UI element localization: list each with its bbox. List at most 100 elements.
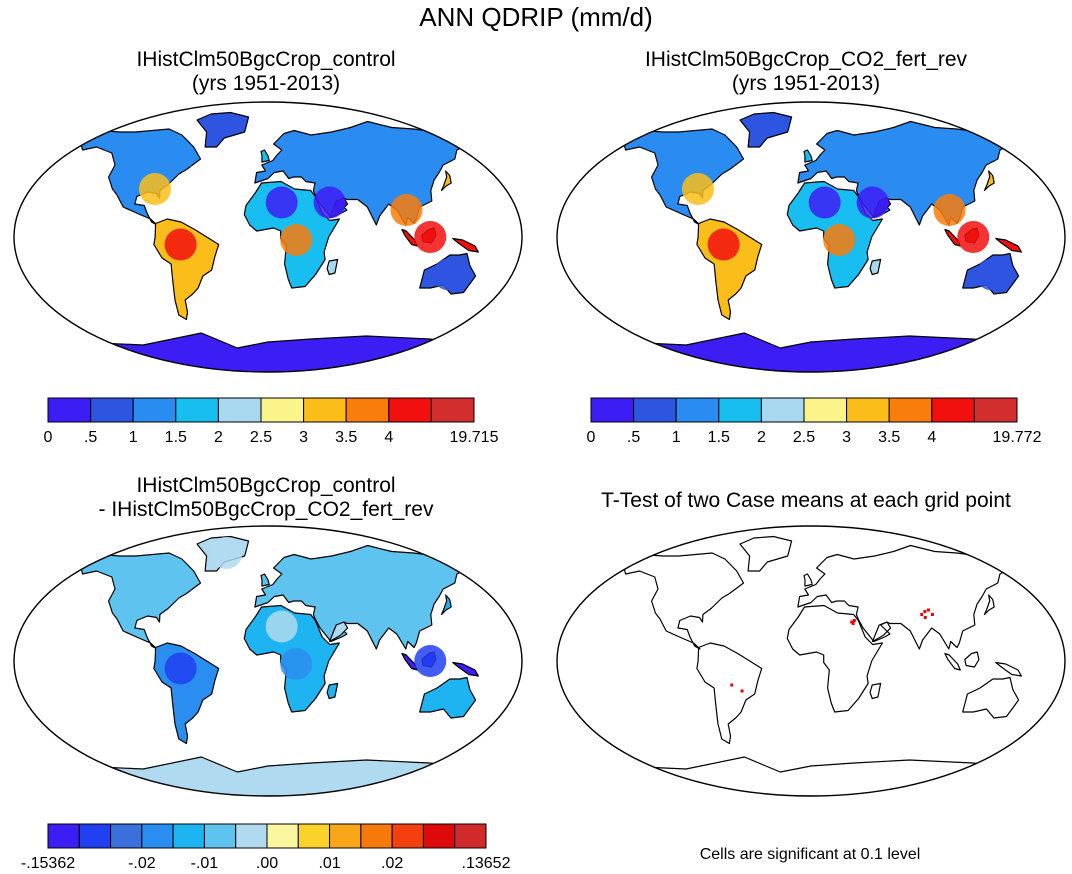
continent-borneo (964, 651, 980, 668)
colorbar-tick-label: 1.5 (708, 429, 730, 446)
colorbar-tick-label: 3.5 (878, 429, 900, 446)
region-se-asia (390, 194, 423, 226)
region-sahara (265, 610, 298, 643)
colorbar-cell (803, 397, 848, 423)
continent-madagascar (869, 682, 882, 700)
panel3-title: IHistClm50BgcCrop_control - IHistClm50Bg… (16, 474, 516, 522)
continent-australia (419, 676, 477, 719)
colorbar-tick-label: 3 (299, 429, 308, 446)
continent-japan (440, 170, 452, 192)
land-layer (619, 111, 1022, 372)
figure-title: ANN QDRIP (mm/d) (419, 2, 653, 32)
colorbar-cell (266, 823, 299, 849)
region-eurasia (334, 138, 367, 171)
continent-uk (803, 573, 813, 587)
colorbar-cell (110, 823, 143, 849)
continent-uk (260, 573, 270, 587)
colorbar-cell (47, 823, 80, 849)
panel2-title-line2: (yrs 1951-2013) (731, 72, 881, 95)
region-maritime-continent (414, 221, 447, 253)
region-australia-interior (975, 258, 1008, 291)
colorbar-tick-label: 0 (44, 429, 53, 446)
significant-cell (852, 619, 856, 622)
colorbar-cell (422, 823, 456, 849)
region-central-africa (823, 224, 856, 256)
map-border (13, 101, 523, 373)
map-panel-3 (13, 525, 523, 797)
significant-cell (740, 689, 744, 693)
continent-north-america (80, 128, 202, 226)
colorbar-tick-label: 0 (587, 429, 596, 446)
region-australia-interior (432, 258, 465, 291)
colorbar-cell (303, 397, 347, 423)
region-central-africa (280, 648, 313, 680)
significant-cell (930, 613, 934, 616)
continent-new-guinea (995, 237, 1022, 253)
region-amazon (164, 228, 197, 261)
colorbar-tick-label: 4 (927, 429, 936, 446)
continent-sumatra (944, 652, 961, 671)
region-maritime-continent (957, 221, 990, 253)
colorbar-tick-label: 1.5 (165, 429, 187, 446)
colorbar-cell (391, 823, 424, 849)
colorbar-tick-label: 4 (384, 429, 393, 446)
colorbar-tick-label: 2.5 (250, 429, 272, 446)
continent-madagascar (326, 258, 339, 276)
map-panel-2 (556, 101, 1066, 373)
colorbar-tick-label: 1 (672, 429, 681, 446)
colorbar-tick-label: .5 (84, 429, 97, 446)
panel3-title-line2: - IHistClm50BgcCrop_CO2_fert_rev (98, 498, 434, 521)
continent-australia (962, 676, 1020, 719)
region-amazon (164, 652, 197, 685)
continent-antarctica (619, 756, 1003, 796)
panel4-title-line1: T-Test of two Case means at each grid po… (601, 489, 1011, 512)
colorbar-tick-label: -.01 (191, 855, 219, 872)
region-arabia (313, 186, 346, 219)
colorbar-cell (718, 397, 762, 423)
continent-greenland (739, 535, 793, 572)
colorbar-cell (760, 397, 805, 423)
continent-north-america (80, 552, 202, 650)
colorbar-cell (141, 823, 174, 849)
map-panel-4 (556, 525, 1066, 797)
region-eurasia (334, 562, 367, 595)
region-sahara (265, 186, 298, 219)
colorbar-cell (235, 823, 268, 849)
region-sahara (808, 186, 841, 219)
map-panel-1 (13, 101, 523, 373)
continent-japan (983, 594, 995, 616)
map-border (556, 525, 1066, 797)
colorbar-cell (260, 397, 305, 423)
colorbar-tick-label: .00 (256, 855, 278, 872)
colorbar-tick-label: 2.5 (793, 429, 815, 446)
colorbar-tick-label: 3.5 (335, 429, 357, 446)
continent-south-america (696, 642, 763, 745)
significant-cell (926, 608, 930, 612)
colorbar-cell (360, 823, 393, 849)
region-eurasia (877, 138, 910, 171)
panel1-title-line2: (yrs 1951-2013) (191, 72, 341, 95)
region-se-usa (138, 173, 171, 205)
panel2-title: IHistClm50BgcCrop_CO2_fert_rev (yrs 1951… (556, 48, 1056, 96)
colorbar-cell (217, 397, 262, 423)
continent-madagascar (869, 258, 882, 276)
continent-madagascar (326, 682, 339, 700)
colorbar-2: 0 .5 1 1.5 2 2.5 3 3.5 4 19.772 (587, 397, 1042, 446)
continent-eurasia (797, 544, 1013, 650)
colorbar-cell (345, 397, 390, 423)
colorbar-cell (846, 397, 890, 423)
continent-japan (440, 594, 452, 616)
land-layer (76, 535, 479, 796)
continent-greenland (739, 111, 793, 148)
continent-africa (786, 604, 883, 713)
continent-new-guinea (452, 661, 479, 677)
colorbar-cell (203, 823, 237, 849)
continent-north-america (623, 552, 745, 650)
panel1-title-line1: IHistClm50BgcCrop_control (136, 48, 396, 71)
land-layer (619, 535, 1022, 796)
panel3-title-line1: IHistClm50BgcCrop_control (136, 474, 396, 497)
colorbar-tick-label: -.02 (128, 855, 156, 872)
colorbar-tick-label: 3 (842, 429, 851, 446)
colorbar-tick-label: .01 (318, 855, 340, 872)
colorbar-tick-label: .13652 (462, 855, 511, 872)
